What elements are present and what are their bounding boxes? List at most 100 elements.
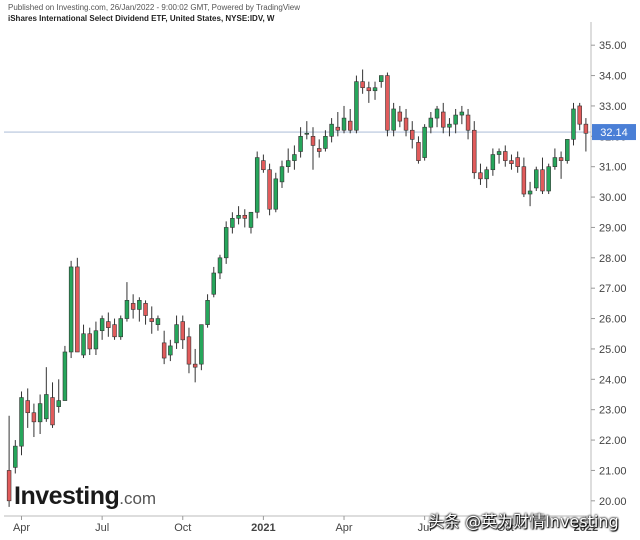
candle-body	[137, 300, 142, 310]
candle-body	[81, 333, 86, 356]
investing-logo: Investing.com	[14, 482, 156, 511]
candle-body	[180, 321, 185, 341]
candle	[447, 118, 452, 137]
candle	[403, 108, 409, 137]
candle	[143, 300, 148, 325]
candle	[137, 297, 142, 322]
candle	[521, 157, 527, 198]
candle	[329, 118, 334, 143]
candle-body	[379, 75, 384, 82]
candle-body	[285, 160, 291, 167]
y-tick-label: 29.00	[599, 222, 627, 234]
candle	[254, 151, 260, 219]
candle-body	[192, 363, 198, 368]
candle-body	[366, 87, 372, 92]
candle	[552, 148, 558, 170]
candle-body	[472, 129, 477, 174]
candle	[292, 145, 297, 170]
candle	[62, 345, 68, 401]
candle-body	[298, 136, 303, 152]
y-tick-label: 22.00	[599, 435, 627, 447]
candle-body	[19, 397, 24, 447]
candle	[130, 294, 136, 319]
candle-body	[515, 157, 520, 167]
y-tick-label: 25.00	[599, 344, 627, 356]
watermark-text: 头条 @英为财情Investing	[428, 512, 619, 531]
candle	[515, 151, 520, 173]
candle	[391, 102, 396, 137]
x-tick-label: Jul	[95, 522, 109, 534]
x-tick-label: Apr	[335, 522, 352, 534]
candle	[360, 69, 365, 94]
y-tick-label: 24.00	[599, 374, 627, 386]
candle	[298, 127, 303, 158]
candle	[87, 327, 92, 356]
y-tick-label: 35.00	[599, 40, 627, 52]
candle	[478, 163, 483, 185]
candle	[93, 321, 99, 356]
candle	[68, 260, 74, 359]
candle	[217, 254, 223, 280]
candle-body	[50, 397, 55, 426]
candle	[118, 315, 123, 340]
candle-body	[304, 132, 310, 135]
last-price-badge	[592, 124, 636, 141]
candle-body	[186, 336, 192, 365]
candle-body	[130, 303, 136, 310]
candle	[273, 172, 279, 213]
candle	[19, 391, 24, 456]
candle	[205, 294, 210, 328]
candle	[366, 81, 372, 103]
last-price-label: 32.14	[600, 127, 628, 139]
candle	[540, 157, 545, 195]
candle	[484, 166, 489, 188]
candle	[186, 327, 192, 374]
candle-body	[87, 333, 92, 350]
candle	[285, 148, 291, 173]
candle-body	[56, 400, 61, 407]
candle-body	[236, 214, 241, 219]
candle	[37, 394, 43, 434]
candle	[509, 154, 514, 170]
candle-body	[410, 129, 415, 140]
candle	[372, 81, 378, 100]
candle	[496, 148, 502, 164]
candle	[149, 306, 154, 334]
candle	[99, 315, 105, 340]
y-tick-label: 33.00	[599, 101, 627, 113]
candle	[25, 388, 30, 428]
candle-body	[360, 81, 365, 89]
candle-body	[279, 166, 285, 183]
candle-body	[583, 123, 589, 134]
candle-body	[316, 148, 322, 152]
candle-body	[248, 211, 254, 228]
candle	[385, 72, 390, 137]
candle	[310, 127, 316, 170]
candle	[459, 105, 465, 125]
candle-body	[68, 266, 74, 353]
y-tick-label: 21.00	[599, 465, 627, 477]
candle	[558, 151, 564, 179]
candle-body	[217, 257, 223, 274]
candle-body	[372, 87, 378, 92]
x-tick-label: 2022	[574, 522, 598, 534]
candle-body	[441, 111, 446, 128]
candle	[347, 108, 353, 134]
y-tick-label: 28.00	[599, 253, 627, 265]
candle	[571, 102, 576, 146]
candle	[304, 121, 310, 140]
candle	[242, 209, 248, 228]
y-tick-label: 34.00	[599, 71, 627, 83]
candle	[13, 440, 18, 474]
candle	[230, 212, 235, 234]
candle-body	[403, 117, 409, 131]
logo-main: Investing	[14, 482, 120, 510]
candle	[180, 315, 185, 349]
candle-body	[509, 160, 514, 164]
candle-body	[124, 300, 130, 319]
x-tick-label: Jul	[418, 522, 432, 534]
candle-body	[565, 139, 570, 161]
x-tick-label: Oct	[174, 522, 191, 534]
candle-body	[199, 324, 204, 365]
